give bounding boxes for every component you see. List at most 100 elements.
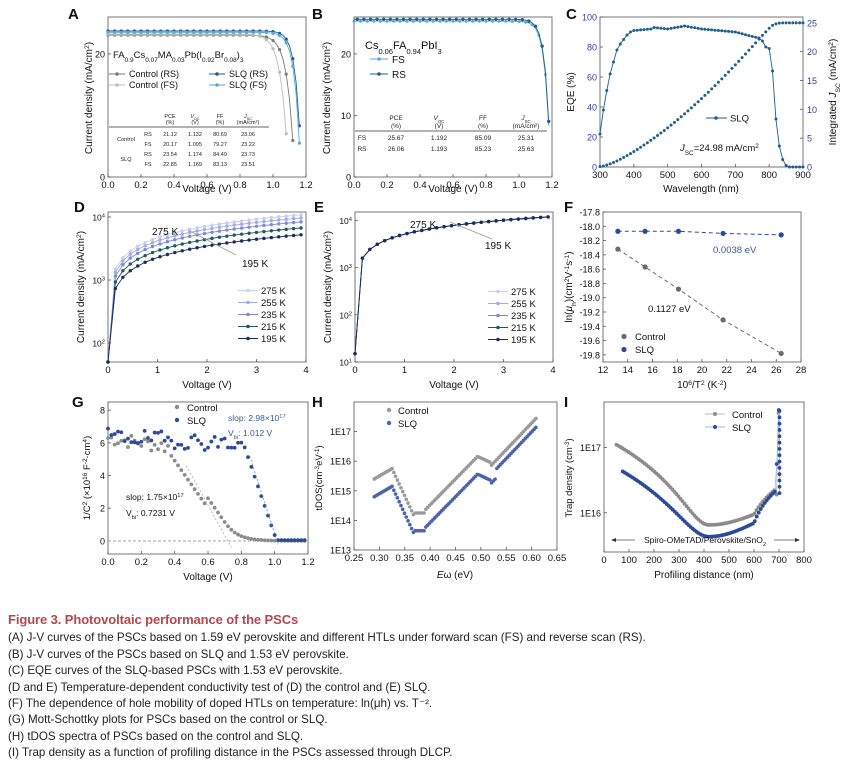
control-point — [226, 524, 230, 529]
y-tick-label: 4 — [100, 471, 105, 481]
x-tick-label: 26 — [771, 365, 782, 376]
slq-point — [116, 429, 120, 434]
eqe-point — [706, 28, 710, 32]
data-point — [375, 17, 379, 21]
data-point — [158, 238, 162, 242]
data-point — [284, 132, 288, 136]
legend-label: Control — [732, 410, 763, 421]
data-point — [247, 225, 251, 229]
data-point — [150, 244, 155, 249]
integrated-jsc-point — [740, 56, 744, 60]
x-tick-label: 0 — [601, 555, 606, 566]
data-point — [365, 19, 369, 23]
data-point — [467, 17, 472, 21]
x-tick-label: 0.4 — [413, 180, 426, 191]
plot-frame — [602, 211, 802, 363]
slq-point — [292, 538, 297, 543]
eqe-point — [740, 32, 744, 36]
y-tick-label: -19.8 — [579, 350, 600, 360]
data-point — [284, 217, 288, 222]
control-point — [142, 437, 147, 442]
data-point — [355, 17, 359, 21]
data-point — [187, 234, 192, 239]
data-point — [128, 262, 132, 266]
eqe-point — [720, 29, 724, 33]
legend-marker — [714, 116, 718, 120]
panel-label-f: F — [564, 199, 574, 216]
eqe-point — [649, 27, 653, 31]
slq-point — [777, 453, 782, 458]
data-point — [299, 213, 303, 217]
control-point — [259, 538, 264, 542]
eqe-point — [696, 26, 700, 30]
control-point — [404, 497, 409, 502]
x-tick-label: 1.2 — [301, 557, 314, 568]
x-tick-label: 0.25 — [345, 553, 364, 564]
data-point — [454, 17, 458, 21]
legend-label: SLQ — [635, 345, 654, 356]
data-point — [232, 220, 236, 224]
integrated-jsc-point — [720, 77, 724, 81]
y-tick-label: 20 — [95, 49, 105, 59]
integrated-jsc-point — [703, 93, 707, 97]
control-point — [129, 433, 134, 438]
integrated-jsc-point — [635, 147, 639, 151]
slq-point — [422, 528, 426, 533]
eqe-point — [645, 27, 649, 31]
legend-marker — [215, 72, 219, 76]
integrated-jsc-point — [764, 30, 768, 34]
x-tick-label: 500 — [721, 555, 737, 566]
legend-marker — [621, 333, 627, 340]
slq-point — [239, 440, 244, 445]
y2-tick-label: 25 — [807, 18, 817, 28]
caption-line-f: (F) The dependence of hole mobility of d… — [8, 697, 433, 711]
data-point — [158, 255, 162, 259]
integrated-jsc-point — [666, 126, 670, 130]
data-point — [258, 34, 262, 38]
data-point — [461, 17, 465, 21]
data-point — [516, 217, 521, 221]
table-cell: 23.06 — [241, 132, 255, 138]
legend-marker — [496, 313, 500, 318]
arrow-head-right — [795, 538, 800, 542]
data-point — [232, 240, 236, 244]
control-point — [172, 458, 177, 463]
data-point — [509, 217, 513, 222]
integrated-jsc-point — [750, 45, 754, 49]
data-point — [269, 215, 274, 220]
control-point — [774, 492, 779, 497]
eqe-point — [781, 158, 785, 161]
data-point — [395, 17, 399, 21]
data-point — [225, 228, 229, 232]
data-point — [165, 30, 169, 34]
data-point — [180, 229, 184, 233]
data-point — [299, 233, 303, 237]
data-point — [299, 226, 303, 230]
control-point — [400, 489, 405, 494]
legend-label: 275 K — [261, 286, 286, 297]
slq-point — [282, 538, 287, 543]
x-tick-label: 600 — [746, 555, 762, 566]
x-tick-label: 16 — [647, 365, 658, 376]
table-header: FF — [479, 115, 487, 122]
table-group: SLQ — [120, 157, 132, 163]
x-tick-label: 0.55 — [497, 553, 516, 564]
y-tick-label: 1E15 — [330, 486, 351, 496]
slq-point — [196, 438, 200, 443]
data-point — [239, 226, 244, 230]
eqe-point — [754, 35, 758, 39]
slq-point — [777, 478, 782, 483]
data-point — [368, 247, 372, 252]
control-point — [156, 447, 160, 452]
x-tick-label: 0.2 — [134, 180, 147, 191]
data-point-slq — [642, 228, 648, 234]
data-point — [277, 228, 281, 232]
x-tick-label: 3 — [501, 365, 506, 376]
data-point — [225, 221, 229, 225]
slq-point — [236, 440, 240, 445]
control-point — [392, 470, 396, 475]
data-point — [504, 19, 508, 23]
data-point — [202, 231, 207, 236]
x-tick-label: 3 — [254, 365, 259, 376]
slq-slope-annotation: slop: 2.98×1017 — [228, 413, 286, 423]
